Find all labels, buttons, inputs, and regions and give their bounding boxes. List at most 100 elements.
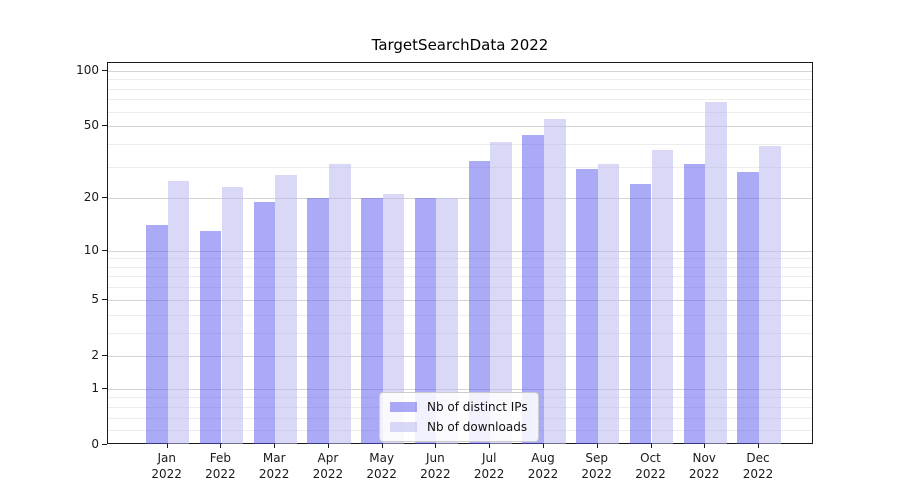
x-tick-year-jun: 2022: [420, 467, 451, 481]
legend-item-nb-of-downloads: Nb of downloads: [390, 420, 528, 434]
x-tick-month-may: May: [369, 451, 395, 465]
bar-nb-of-downloads-nov: [705, 101, 727, 444]
gridline-minor-4: [108, 314, 812, 316]
x-tick-year-mar: 2022: [258, 467, 290, 481]
legend-label-nb-of-distinct-ips: Nb of distinct IPs: [427, 400, 528, 414]
x-tick-year-apr: 2022: [312, 467, 344, 481]
x-tick-month-aug: Aug: [531, 451, 555, 465]
chart-title: TargetSearchData 2022: [371, 36, 549, 54]
bar-nb-of-distinct-ips-apr: [307, 198, 329, 444]
x-tick-year-feb: 2022: [205, 467, 236, 481]
x-axis-tick-mark-may: [381, 444, 383, 448]
gridline-minor-3: [108, 332, 812, 334]
bar-nb-of-distinct-ips-may: [361, 198, 383, 444]
bar-nb-of-downloads-jul: [490, 141, 512, 444]
x-axis-tick-mark-mar: [274, 444, 276, 448]
x-axis-tick-mark-jul: [489, 444, 491, 448]
y-axis-tick-label-2: 2: [91, 347, 99, 362]
y-axis-tick-label-1: 1: [91, 380, 99, 395]
x-tick-year-aug: 2022: [527, 467, 559, 481]
x-tick-year-jan: 2022: [151, 467, 182, 481]
bar-nb-of-downloads-feb: [221, 187, 244, 444]
y-axis-tick-mark-50: [102, 125, 107, 127]
gridline-major-1: [108, 388, 812, 390]
x-axis-tick-label-apr: Apr 2022: [296, 450, 360, 482]
y-axis-tick-mark-1: [102, 387, 107, 389]
x-axis-tick-label-feb: Feb 2022: [188, 450, 252, 482]
gridline-minor-90: [108, 79, 812, 81]
x-axis-tick-label-oct: Oct 2022: [619, 450, 683, 482]
x-tick-year-jul: 2022: [473, 467, 505, 481]
bar-nb-of-downloads-jan: [167, 180, 190, 444]
y-axis-tick-label-0: 0: [91, 437, 99, 451]
x-axis-tick-mark-jan: [166, 444, 168, 448]
gridline-major-100: [108, 70, 812, 72]
bar-nb-of-distinct-ips-feb: [199, 230, 222, 444]
x-tick-month-nov: Nov: [692, 451, 716, 465]
y-axis-tick-mark-10: [102, 249, 107, 251]
bar-nb-of-downloads-sep: [597, 163, 620, 444]
bar-nb-of-distinct-ips-jun: [414, 198, 437, 444]
y-axis-tick-mark-0: [102, 444, 107, 445]
legend-item-nb-of-distinct-ips: Nb of distinct IPs: [390, 400, 528, 414]
x-axis-tick-label-may: May 2022: [350, 450, 414, 482]
x-axis-tick-mark-feb: [220, 444, 222, 448]
x-tick-month-sep: Sep: [585, 451, 608, 465]
x-axis-tick-mark-jun: [435, 444, 437, 448]
bar-nb-of-distinct-ips-dec: [737, 171, 759, 444]
bar-nb-of-downloads-may: [382, 194, 405, 444]
y-axis-tick-label-5: 5: [91, 291, 99, 306]
legend-label-nb-of-downloads: Nb of downloads: [427, 420, 528, 434]
x-tick-month-jun: Jun: [426, 451, 445, 465]
x-axis-tick-label-aug: Aug 2022: [511, 450, 575, 482]
y-axis-tick-label-100: 100: [76, 62, 99, 77]
x-tick-year-oct: 2022: [635, 467, 666, 481]
x-tick-year-nov: 2022: [688, 467, 720, 481]
y-axis-tick-label-50: 50: [83, 118, 99, 133]
gridline-minor-80: [108, 88, 812, 90]
x-tick-month-feb: Feb: [209, 451, 232, 465]
x-tick-year-sep: 2022: [581, 467, 612, 481]
y-axis-tick-mark-100: [102, 69, 107, 71]
x-axis-tick-mark-nov: [704, 444, 706, 448]
x-tick-year-may: 2022: [366, 467, 397, 481]
bar-nb-of-distinct-ips-mar: [253, 202, 276, 444]
legend-swatch-nb-of-distinct-ips: [390, 402, 417, 412]
x-axis-tick-mark-sep: [596, 444, 598, 448]
gridline-minor-8: [108, 266, 812, 268]
bar-nb-of-distinct-ips-aug: [522, 134, 544, 444]
x-axis-tick-mark-dec: [758, 444, 759, 448]
x-tick-month-mar: Mar: [262, 451, 286, 465]
bar-nb-of-downloads-dec: [759, 145, 781, 444]
bar-nb-of-distinct-ips-jan: [146, 225, 168, 444]
bar-nb-of-distinct-ips-sep: [576, 169, 598, 444]
bar-nb-of-distinct-ips-jul: [468, 161, 491, 444]
plot-area: Nb of distinct IPs Nb of downloads: [107, 62, 813, 444]
bar-nb-of-downloads-apr: [328, 163, 351, 444]
x-tick-month-apr: Apr: [317, 451, 339, 465]
y-axis-tick-mark-5: [102, 298, 107, 300]
x-axis-tick-mark-aug: [543, 444, 544, 448]
x-axis-tick-label-jan: Jan 2022: [135, 450, 199, 482]
gridline-minor-9: [108, 258, 812, 260]
bar-nb-of-downloads-jun: [436, 198, 459, 444]
y-axis-tick-label-10: 10: [83, 242, 99, 257]
x-tick-month-jul: Jul: [481, 451, 497, 465]
x-axis-tick-label-jun: Jun 2022: [403, 450, 467, 482]
gridline-minor-60: [108, 111, 812, 113]
gridline-major-20: [108, 198, 812, 200]
gridline-major-50: [108, 126, 812, 128]
gridline-minor-6: [108, 287, 812, 289]
gridline-minor-30: [108, 166, 812, 168]
bar-nb-of-downloads-aug: [543, 118, 566, 444]
bar-nb-of-downloads-oct: [651, 149, 674, 444]
x-tick-year-dec: 2022: [742, 467, 774, 481]
gridline-major-5: [108, 299, 812, 301]
x-axis-tick-label-nov: Nov 2022: [672, 450, 736, 482]
legend: Nb of distinct IPs Nb of downloads: [379, 392, 539, 442]
bar-nb-of-distinct-ips-oct: [629, 183, 652, 444]
x-axis-tick-label-jul: Jul 2022: [457, 450, 521, 482]
gridline-minor-40: [108, 143, 812, 145]
legend-swatch-nb-of-downloads: [390, 422, 417, 432]
